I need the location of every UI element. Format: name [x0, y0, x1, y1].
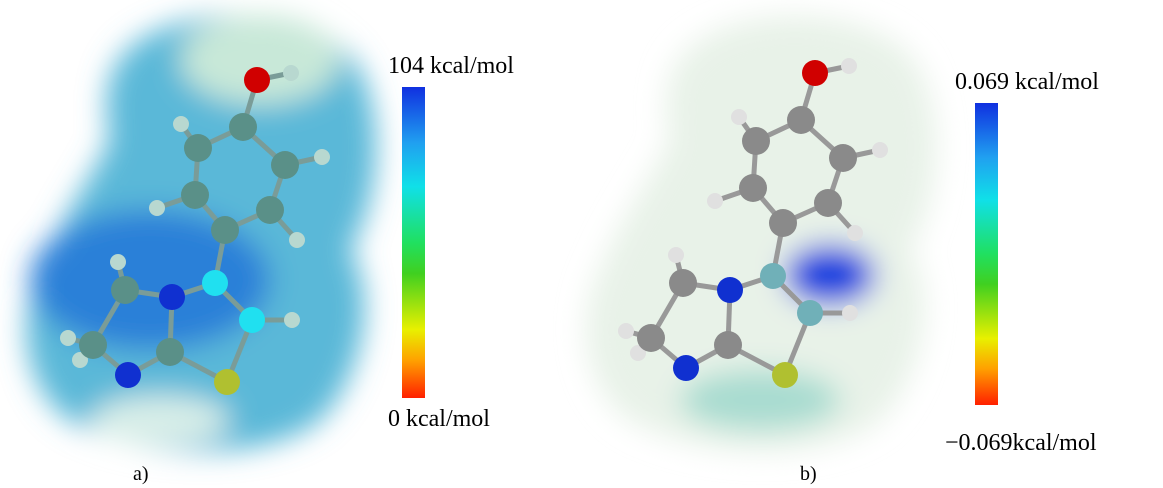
scale-min-a: 0 kcal/mol: [388, 407, 490, 431]
color-scale-a: [402, 87, 425, 398]
color-scale-b: [975, 103, 998, 405]
panel-label-a: a): [133, 464, 149, 484]
scale-min-b: −0.069kcal/mol: [945, 431, 1097, 455]
surface-b: [586, 16, 936, 451]
surface-a: [26, 15, 376, 451]
figure: 104 kcal/mol 0 kcal/mol 0.069 kcal/mol −…: [0, 0, 1163, 488]
panel-label-b: b): [800, 464, 817, 484]
scale-max-a: 104 kcal/mol: [388, 54, 514, 78]
scale-max-b: 0.069 kcal/mol: [955, 70, 1099, 94]
